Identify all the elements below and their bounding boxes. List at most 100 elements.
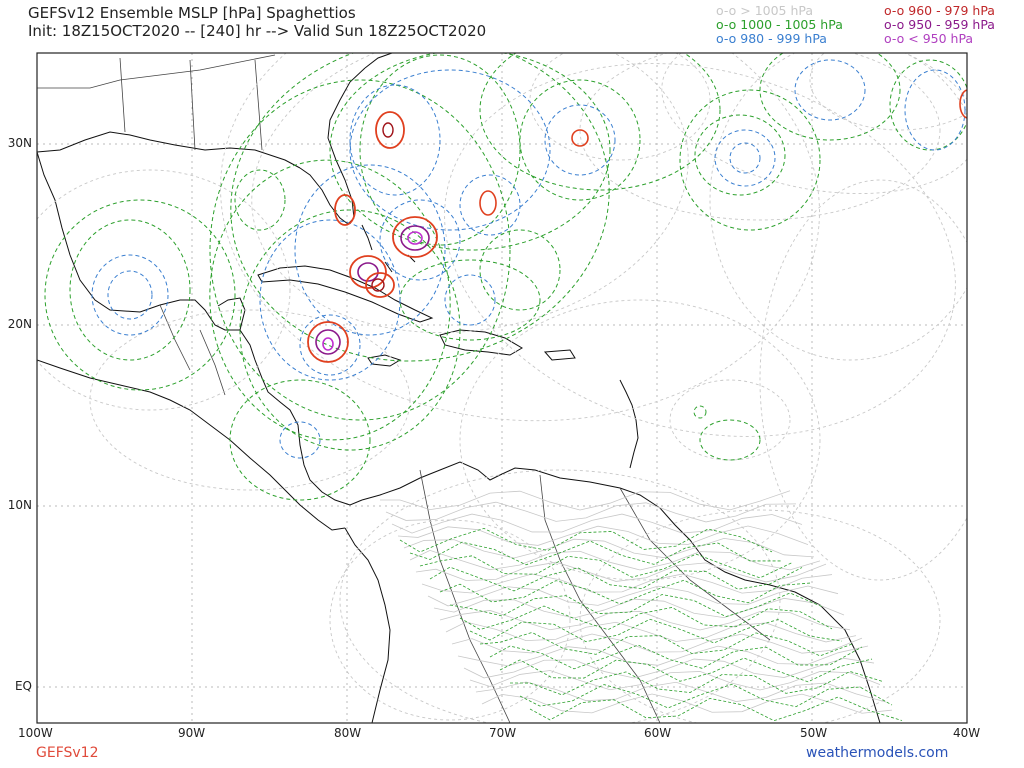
gray-contour — [661, 53, 967, 194]
coastlines — [37, 53, 881, 723]
blue-contour — [349, 84, 441, 196]
low-center-contour — [400, 225, 430, 251]
gray-contour — [709, 53, 967, 361]
model-label: GEFSv12 — [36, 745, 99, 761]
green-terrain-contour — [409, 540, 783, 566]
green-terrain-contour — [439, 579, 813, 605]
lon-label-100w: 100W — [18, 726, 53, 740]
gray-contour — [579, 53, 941, 221]
blue-contour — [299, 314, 361, 376]
green-terrain-contour — [499, 657, 873, 683]
gray-contour — [37, 169, 291, 411]
green-contour — [329, 53, 611, 251]
coastline — [239, 329, 363, 506]
legend-gray: o-o > 1005 hPa — [716, 3, 814, 18]
lat-lon-grid — [37, 53, 967, 723]
blue-contour — [444, 274, 496, 326]
lon-label-70w: 70W — [489, 726, 517, 740]
low-center-contour — [571, 129, 589, 147]
gray-terrain-contour — [397, 525, 809, 546]
lat-label-20n: 20N — [7, 317, 32, 331]
blue-contour — [279, 421, 321, 459]
coastline — [257, 265, 434, 323]
coastline — [659, 507, 881, 723]
coastline — [543, 349, 576, 361]
green-terrain-contour — [509, 671, 883, 696]
blue-contour — [544, 104, 616, 176]
green-contour — [519, 79, 641, 201]
coastline — [364, 53, 393, 69]
blue-contour — [459, 174, 521, 236]
coastline — [344, 527, 391, 723]
low-center-contour — [315, 329, 341, 355]
green-contour — [693, 405, 707, 419]
chart-subtitle: Init: 18Z15OCT2020 -- [240] hr --> Valid… — [28, 22, 487, 40]
lon-label-60w: 60W — [644, 726, 672, 740]
gray-terrain-contour — [469, 670, 881, 691]
legend-red: o-o 960 - 979 hPa — [884, 3, 995, 18]
border-line — [119, 57, 263, 151]
border-line — [619, 487, 771, 641]
blue-contour — [294, 164, 446, 336]
gray-terrain-contour — [415, 561, 827, 583]
green-terrain-contour — [449, 592, 823, 618]
green-contour — [239, 209, 461, 451]
green-contour — [679, 89, 821, 231]
coastline — [367, 354, 402, 367]
blue-contour — [794, 59, 866, 121]
green-terrain-contour — [479, 632, 853, 657]
lon-label-90w: 90W — [178, 726, 206, 740]
green-contour — [759, 53, 901, 141]
gray-contour — [529, 53, 711, 161]
green-terrain-contour — [529, 696, 903, 722]
lat-label-10n: 10N — [7, 498, 32, 512]
gray-terrain-contour — [427, 585, 839, 607]
gray-terrain-contour — [421, 573, 833, 594]
green-contour — [209, 79, 511, 421]
ensemble-contours — [37, 53, 967, 723]
low-center-contour — [322, 337, 334, 351]
coastline — [439, 329, 523, 356]
border-line — [159, 304, 226, 396]
low-center-contour — [334, 194, 356, 226]
low-center-contour — [959, 89, 967, 119]
gray-terrain-contour — [385, 501, 797, 523]
green-contour — [699, 419, 761, 461]
blue-contour — [107, 270, 153, 320]
coastline — [619, 379, 639, 469]
legend-green: o-o 1000 - 1005 hPa — [716, 17, 843, 32]
chart-title: GEFSv12 Ensemble MSLP [hPa] Spaghettios — [28, 4, 356, 22]
low-center-contour — [307, 321, 349, 363]
map-frame — [36, 52, 968, 724]
gray-contour — [444, 63, 956, 437]
green-contour — [234, 169, 286, 231]
gray-contour — [579, 509, 941, 723]
green-terrain-contour — [469, 618, 843, 644]
gray-contour — [459, 299, 821, 581]
green-contour — [209, 159, 451, 441]
green-terrain-contour — [459, 605, 833, 631]
low-center-contour — [375, 111, 405, 149]
green-contour — [359, 54, 521, 246]
green-contour — [69, 219, 191, 361]
lat-label-30n: 30N — [7, 136, 32, 150]
lat-label-eq: EQ — [14, 679, 32, 693]
coastline — [37, 131, 301, 169]
green-contour — [694, 114, 786, 196]
green-terrain-contour — [399, 527, 773, 553]
gray-contour — [759, 179, 967, 581]
gray-terrain-contour — [439, 610, 851, 631]
low-center-contour — [357, 262, 379, 282]
green-contour — [889, 59, 967, 151]
gray-terrain-contour — [391, 513, 803, 534]
border-line — [37, 54, 276, 89]
coastline — [361, 461, 661, 509]
blue-contour — [91, 254, 169, 336]
gray-contour — [809, 53, 967, 131]
gray-terrain-contour — [451, 633, 863, 654]
site-link[interactable]: weathermodels.com — [806, 745, 949, 761]
gray-terrain-contour — [403, 537, 815, 559]
lon-label-40w: 40W — [953, 726, 981, 740]
blue-contour — [714, 129, 776, 187]
